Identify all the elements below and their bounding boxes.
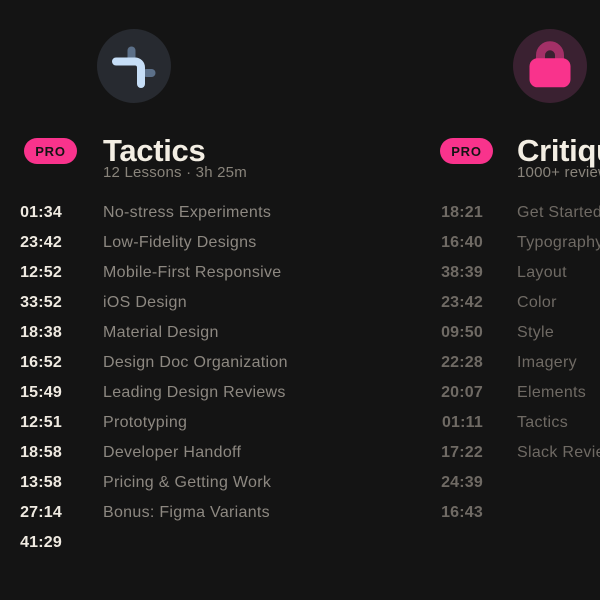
lesson-row[interactable]: 18:58 Developer Handoff bbox=[0, 438, 288, 468]
lesson-title: Tactics bbox=[517, 414, 568, 431]
lesson-title: Material Design bbox=[103, 324, 219, 341]
course-header: PRO Critiques bbox=[440, 133, 600, 169]
crop-icon-glyph bbox=[112, 46, 156, 88]
lesson-title: iOS Design bbox=[103, 294, 187, 311]
lesson-row: 23:42 Color bbox=[416, 288, 600, 318]
lesson-row: 38:39 Layout bbox=[416, 258, 600, 288]
lesson-duration: 20:07 bbox=[441, 384, 483, 401]
lesson-row[interactable]: 12:52 Mobile-First Responsive bbox=[0, 258, 288, 288]
lesson-title: Elements bbox=[517, 384, 587, 401]
lesson-duration: 16:43 bbox=[441, 504, 483, 521]
lesson-row[interactable]: 15:49 Leading Design Reviews bbox=[0, 378, 288, 408]
lesson-duration: 24:39 bbox=[441, 474, 483, 491]
lesson-duration: 01:34 bbox=[20, 204, 62, 221]
course-card-critiques: PRO Critiques 1000+ reviews 18:21 Get St… bbox=[416, 0, 600, 600]
lesson-row[interactable]: 27:14 Bonus: Figma Variants bbox=[0, 498, 288, 528]
lesson-title: Slack Reviews bbox=[517, 444, 600, 461]
lesson-row: 01:11 Tactics bbox=[416, 408, 600, 438]
lesson-title: Color bbox=[517, 294, 557, 311]
lesson-row: 16:43 bbox=[416, 498, 600, 528]
course-title: Critiques bbox=[517, 133, 600, 168]
lesson-row[interactable]: 41:29 bbox=[0, 528, 288, 558]
lesson-row[interactable]: 13:58 Pricing & Getting Work bbox=[0, 468, 288, 498]
lesson-duration: 09:50 bbox=[441, 324, 483, 341]
lesson-duration: 41:29 bbox=[20, 534, 62, 551]
pro-badge: PRO bbox=[24, 138, 77, 164]
lesson-duration: 38:39 bbox=[441, 264, 483, 281]
course-header: PRO Tactics bbox=[24, 133, 206, 169]
lesson-duration: 17:22 bbox=[441, 444, 483, 461]
lesson-row[interactable]: 18:38 Material Design bbox=[0, 318, 288, 348]
lesson-duration: 27:14 bbox=[20, 504, 62, 521]
lesson-row: 17:22 Slack Reviews bbox=[416, 438, 600, 468]
lesson-row[interactable]: 01:34 No-stress Experiments bbox=[0, 198, 288, 228]
lesson-title: Prototyping bbox=[103, 414, 188, 431]
lesson-title: Design Doc Organization bbox=[103, 354, 288, 371]
lesson-duration: 01:11 bbox=[441, 414, 483, 431]
lesson-row[interactable]: 16:52 Design Doc Organization bbox=[0, 348, 288, 378]
lesson-row: 22:28 Imagery bbox=[416, 348, 600, 378]
lesson-row[interactable]: 12:51 Prototyping bbox=[0, 408, 288, 438]
lesson-title: Imagery bbox=[517, 354, 577, 371]
lesson-duration: 22:28 bbox=[441, 354, 483, 371]
lesson-list: 01:34 No-stress Experiments 23:42 Low-Fi… bbox=[0, 198, 288, 558]
lesson-title: No-stress Experiments bbox=[103, 204, 272, 221]
lesson-duration: 15:49 bbox=[20, 384, 62, 401]
lesson-list: 18:21 Get Started 16:40 Typography 38:39… bbox=[416, 198, 600, 528]
lesson-duration: 16:52 bbox=[20, 354, 62, 371]
lesson-title: Typography bbox=[517, 234, 600, 251]
lesson-duration: 33:52 bbox=[20, 294, 62, 311]
lesson-duration: 18:21 bbox=[441, 204, 483, 221]
lesson-row: 09:50 Style bbox=[416, 318, 600, 348]
lesson-row: 20:07 Elements bbox=[416, 378, 600, 408]
lesson-duration: 23:42 bbox=[441, 294, 483, 311]
lesson-title: Developer Handoff bbox=[103, 444, 242, 461]
lesson-row: 18:21 Get Started bbox=[416, 198, 600, 228]
course-title: Tactics bbox=[103, 133, 206, 168]
lock-icon-glyph bbox=[529, 41, 571, 88]
course-subtitle: 12 Lessons · 3h 25m bbox=[103, 164, 247, 181]
crop-icon bbox=[97, 29, 171, 103]
course-subtitle: 1000+ reviews bbox=[517, 164, 600, 181]
lesson-row: 16:40 Typography bbox=[416, 228, 600, 258]
lesson-title: Style bbox=[517, 324, 555, 341]
lesson-title: Get Started bbox=[517, 204, 600, 221]
lesson-duration: 23:42 bbox=[20, 234, 62, 251]
lesson-row[interactable]: 23:42 Low-Fidelity Designs bbox=[0, 228, 288, 258]
lesson-title: Bonus: Figma Variants bbox=[103, 504, 270, 521]
lock-icon bbox=[513, 29, 587, 103]
lesson-duration: 12:52 bbox=[20, 264, 62, 281]
lesson-title: Low-Fidelity Designs bbox=[103, 234, 257, 251]
lesson-duration: 18:38 bbox=[20, 324, 62, 341]
pro-badge: PRO bbox=[440, 138, 493, 164]
lesson-title: Layout bbox=[517, 264, 567, 281]
lesson-duration: 12:51 bbox=[20, 414, 62, 431]
lesson-row[interactable]: 33:52 iOS Design bbox=[0, 288, 288, 318]
course-card-tactics: PRO Tactics 12 Lessons · 3h 25m 01:34 No… bbox=[0, 29, 288, 558]
lesson-title: Leading Design Reviews bbox=[103, 384, 286, 401]
lesson-title: Pricing & Getting Work bbox=[103, 474, 272, 491]
lesson-duration: 18:58 bbox=[20, 444, 62, 461]
lesson-duration: 13:58 bbox=[20, 474, 62, 491]
lesson-title: Mobile-First Responsive bbox=[103, 264, 282, 281]
lesson-duration: 16:40 bbox=[441, 234, 483, 251]
lesson-row: 24:39 bbox=[416, 468, 600, 498]
